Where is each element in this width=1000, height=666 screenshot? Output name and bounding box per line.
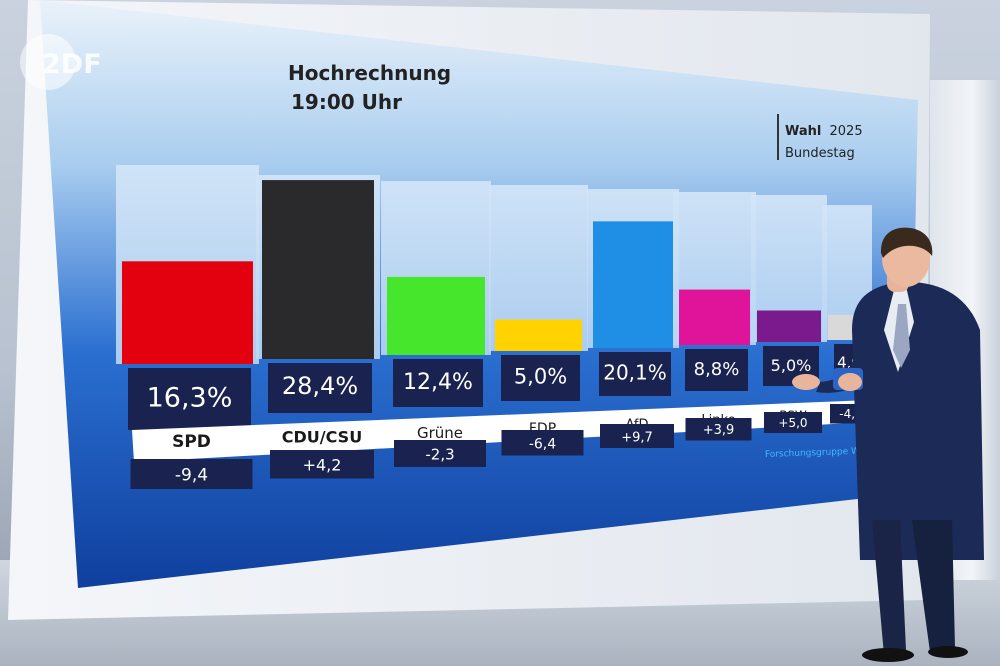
category-label: SPD — [172, 432, 211, 452]
presenter-hand — [792, 374, 820, 390]
value-box — [128, 368, 251, 430]
change-box — [764, 412, 822, 433]
presenter-shoe-left — [862, 648, 914, 662]
source-credit: Forschungsgruppe Wahlen — [765, 446, 885, 460]
page-title-line2: 19:00 Uhr — [291, 90, 402, 114]
election-badge: Wahl 2025 Bundestag — [777, 114, 863, 161]
value-label: 16,3% — [147, 382, 233, 413]
zdf-logo-disc — [20, 34, 76, 90]
bar — [122, 261, 253, 364]
change-box — [501, 430, 584, 456]
bar — [262, 180, 374, 359]
change-label: +3,9 — [703, 423, 735, 438]
category-label: Grüne — [417, 424, 463, 442]
change-box — [394, 440, 486, 467]
change-label: +4,2 — [303, 456, 342, 475]
value-label: 5,0% — [514, 365, 567, 389]
value-label: 8,8% — [694, 359, 740, 380]
badge-line2: Bundestag — [785, 146, 855, 161]
value-label: 5,0% — [771, 356, 812, 375]
change-box — [130, 459, 253, 489]
presenter-leg-right — [912, 520, 955, 652]
labels-layer: SPD-9,4CDU/CSU+4,2Grüne-2,3FDP-6,4AfD+9,… — [130, 404, 872, 489]
change-label: -2,3 — [425, 445, 454, 463]
category-label: CDU/CSU — [282, 427, 362, 446]
page-title-line1: Hochrechnung — [288, 61, 451, 85]
badge-line1: Wahl — [785, 124, 821, 139]
bar — [593, 221, 673, 348]
zdf-logo: 2DF — [20, 34, 102, 90]
value-label: 12,4% — [403, 370, 473, 395]
presenter — [792, 227, 984, 662]
badge-line1-text: Wahl 2025 — [785, 124, 863, 139]
badge-year: 2025 — [830, 124, 863, 139]
change-box — [685, 418, 752, 441]
zdf-logo-text: 2DF — [42, 49, 102, 80]
value-box — [501, 355, 580, 401]
value-box — [393, 359, 483, 407]
presenter-hair — [880, 227, 933, 258]
bars-layer: 16,3% 28,4% 12,4% 5,0% 20,1% 8,8% 5,0% 4,0 — [116, 165, 872, 430]
label-strip — [132, 400, 870, 462]
change-box — [270, 450, 374, 479]
value-box — [268, 363, 372, 413]
bar — [495, 319, 582, 351]
badge-divider — [777, 114, 779, 160]
presenter-jacket — [852, 281, 984, 560]
change-label: +9,7 — [621, 430, 653, 445]
value-label: 20,1% — [603, 360, 667, 384]
bar — [387, 276, 485, 355]
presenter-hand-tablet — [838, 373, 862, 391]
presenter-leg-left — [872, 520, 906, 655]
change-label: -9,4 — [175, 466, 208, 486]
change-box — [600, 424, 674, 448]
change-label: +5,0 — [778, 416, 807, 430]
change-label: -6,4 — [529, 436, 556, 452]
presenter-shoe-right — [928, 646, 968, 658]
value-box — [599, 352, 671, 396]
value-label: 28,4% — [282, 372, 358, 400]
presenter-tie — [893, 304, 910, 368]
bar — [679, 289, 750, 345]
bar — [757, 310, 821, 342]
value-box — [685, 349, 748, 391]
